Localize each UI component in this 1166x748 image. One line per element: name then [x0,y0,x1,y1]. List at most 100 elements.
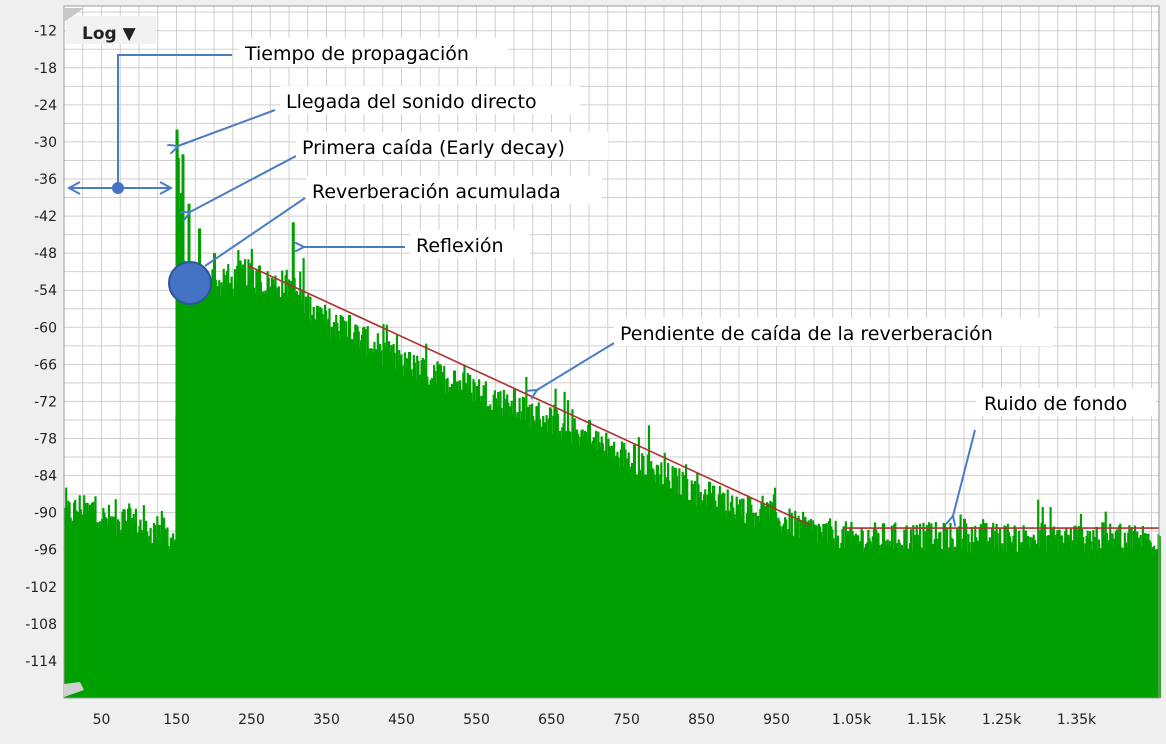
bar [1150,549,1153,698]
bar [491,409,494,698]
bar [628,470,631,698]
bar [614,457,617,698]
bar [478,379,481,698]
bar [892,549,895,698]
bar [1133,525,1137,698]
bar [562,423,565,698]
bar [1087,538,1090,698]
bar [668,480,671,698]
bar [995,523,998,698]
bar [886,539,889,698]
bar [1047,534,1050,698]
bar [358,348,361,698]
bar [653,474,656,698]
bar [254,293,257,698]
scale-toggle[interactable]: Log ▼ [64,8,156,44]
bar [857,535,860,698]
bar [272,279,275,698]
bar [750,504,753,698]
bar [834,520,837,698]
bar [933,539,936,698]
bar [730,501,733,698]
bar [1018,530,1021,698]
bar [821,537,824,698]
bar [528,404,531,698]
label-early-decay: Primera caída (Early decay) [302,137,565,159]
bar [789,533,792,698]
bar [542,415,545,698]
bar [998,528,1002,698]
bar [101,518,104,698]
bar [717,494,720,698]
bar [481,401,484,698]
bar [584,431,588,698]
bar [778,520,781,698]
bar [427,385,430,698]
bar [951,538,954,698]
bar [960,548,963,698]
bar [694,480,697,698]
bar [691,483,694,698]
bar [67,500,70,698]
bar [967,533,970,698]
bar [881,523,885,698]
y-tick-label: -12 [34,24,57,40]
bar [848,533,851,698]
bar [1067,534,1070,698]
bar [839,547,842,698]
bar [244,259,247,698]
bar [116,519,120,698]
bar [110,516,113,698]
bar [554,388,557,698]
bar [673,467,676,698]
bar [316,305,319,698]
bar [745,513,748,698]
bar [822,523,825,698]
bar [609,448,612,698]
bar [940,549,943,698]
bar [103,512,106,698]
bar [1154,549,1157,698]
bar [569,431,572,698]
bar [858,543,861,698]
bar [534,424,537,698]
bar [442,372,445,698]
bar [444,393,447,698]
bar [327,318,330,698]
bar [518,398,521,698]
bar [907,549,910,698]
bar [836,535,840,698]
bar [118,521,121,698]
bar [706,494,709,698]
bar [1052,526,1056,698]
bar [672,477,675,698]
x-tick-label: 1.35k [1057,712,1097,728]
bar [948,547,951,698]
bar [741,498,744,698]
bar [482,385,485,698]
bar [530,403,534,698]
bar [381,366,384,698]
bar [1072,540,1075,698]
bar [147,542,150,698]
bar [833,547,836,698]
bar [710,496,714,698]
bar [357,331,360,698]
bar [727,510,730,698]
bar [1031,537,1034,698]
bar [287,279,291,698]
label-bg [976,388,1156,416]
bar [582,435,585,698]
bar [232,294,235,698]
bar [868,538,871,698]
bar [752,512,755,698]
bar [488,407,491,698]
bar [1113,538,1116,698]
bar [74,499,77,698]
bar [796,518,799,698]
peak-bar [708,481,711,698]
scale-toggle-label[interactable]: Log ▼ [82,24,137,44]
bar [888,540,891,698]
bar [662,484,665,698]
bar [1015,551,1018,698]
